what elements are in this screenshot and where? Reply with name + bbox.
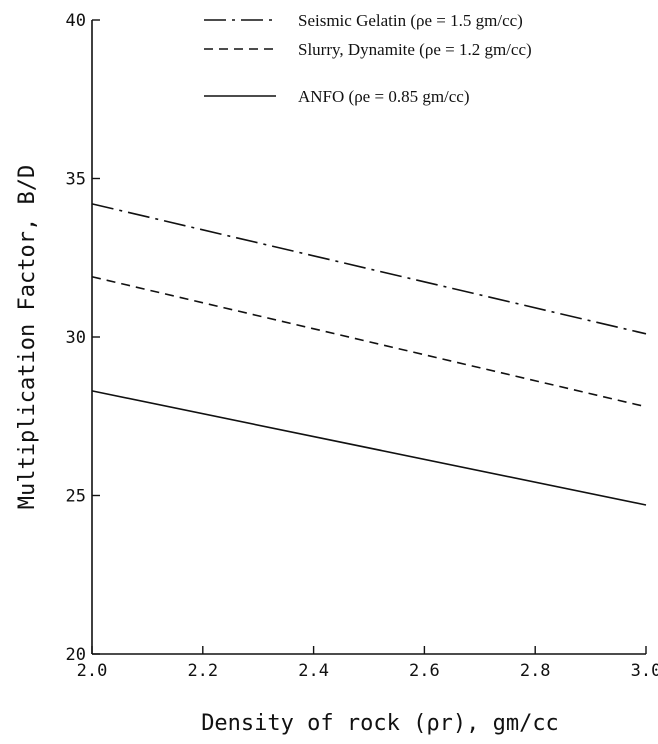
x-tick-label: 2.6 [409, 661, 440, 681]
legend-label: ANFO (ρe = 0.85 gm/cc) [298, 87, 470, 106]
y-tick-label: 35 [66, 170, 86, 190]
series-line-solid [92, 391, 646, 505]
y-ticks: 20 25 30 35 40 [66, 11, 100, 665]
x-tick-label: 2.2 [187, 661, 218, 681]
x-ticks: 2.0 2.2 2.4 2.6 2.8 3.0 [77, 646, 658, 681]
x-axis-title: Density of rock (ρr), gm/cc [201, 711, 559, 736]
x-tick-label: 3.0 [631, 661, 658, 681]
y-tick-label: 40 [66, 11, 86, 31]
y-tick-label: 25 [66, 487, 86, 507]
y-tick-label: 20 [66, 645, 86, 665]
x-tick-label: 2.8 [520, 661, 551, 681]
y-axis-title: Multiplication Factor, B/D [15, 165, 40, 509]
legend: Seismic Gelatin (ρe = 1.5 gm/cc) Slurry, … [204, 11, 532, 106]
series-lines [92, 204, 646, 505]
series-line-dashed [92, 277, 646, 407]
y-tick-label: 30 [66, 328, 86, 348]
legend-label: Seismic Gelatin (ρe = 1.5 gm/cc) [298, 11, 523, 30]
legend-label: Slurry, Dynamite (ρe = 1.2 gm/cc) [298, 40, 532, 59]
x-tick-label: 2.4 [298, 661, 329, 681]
series-line-dash-dot [92, 204, 646, 334]
